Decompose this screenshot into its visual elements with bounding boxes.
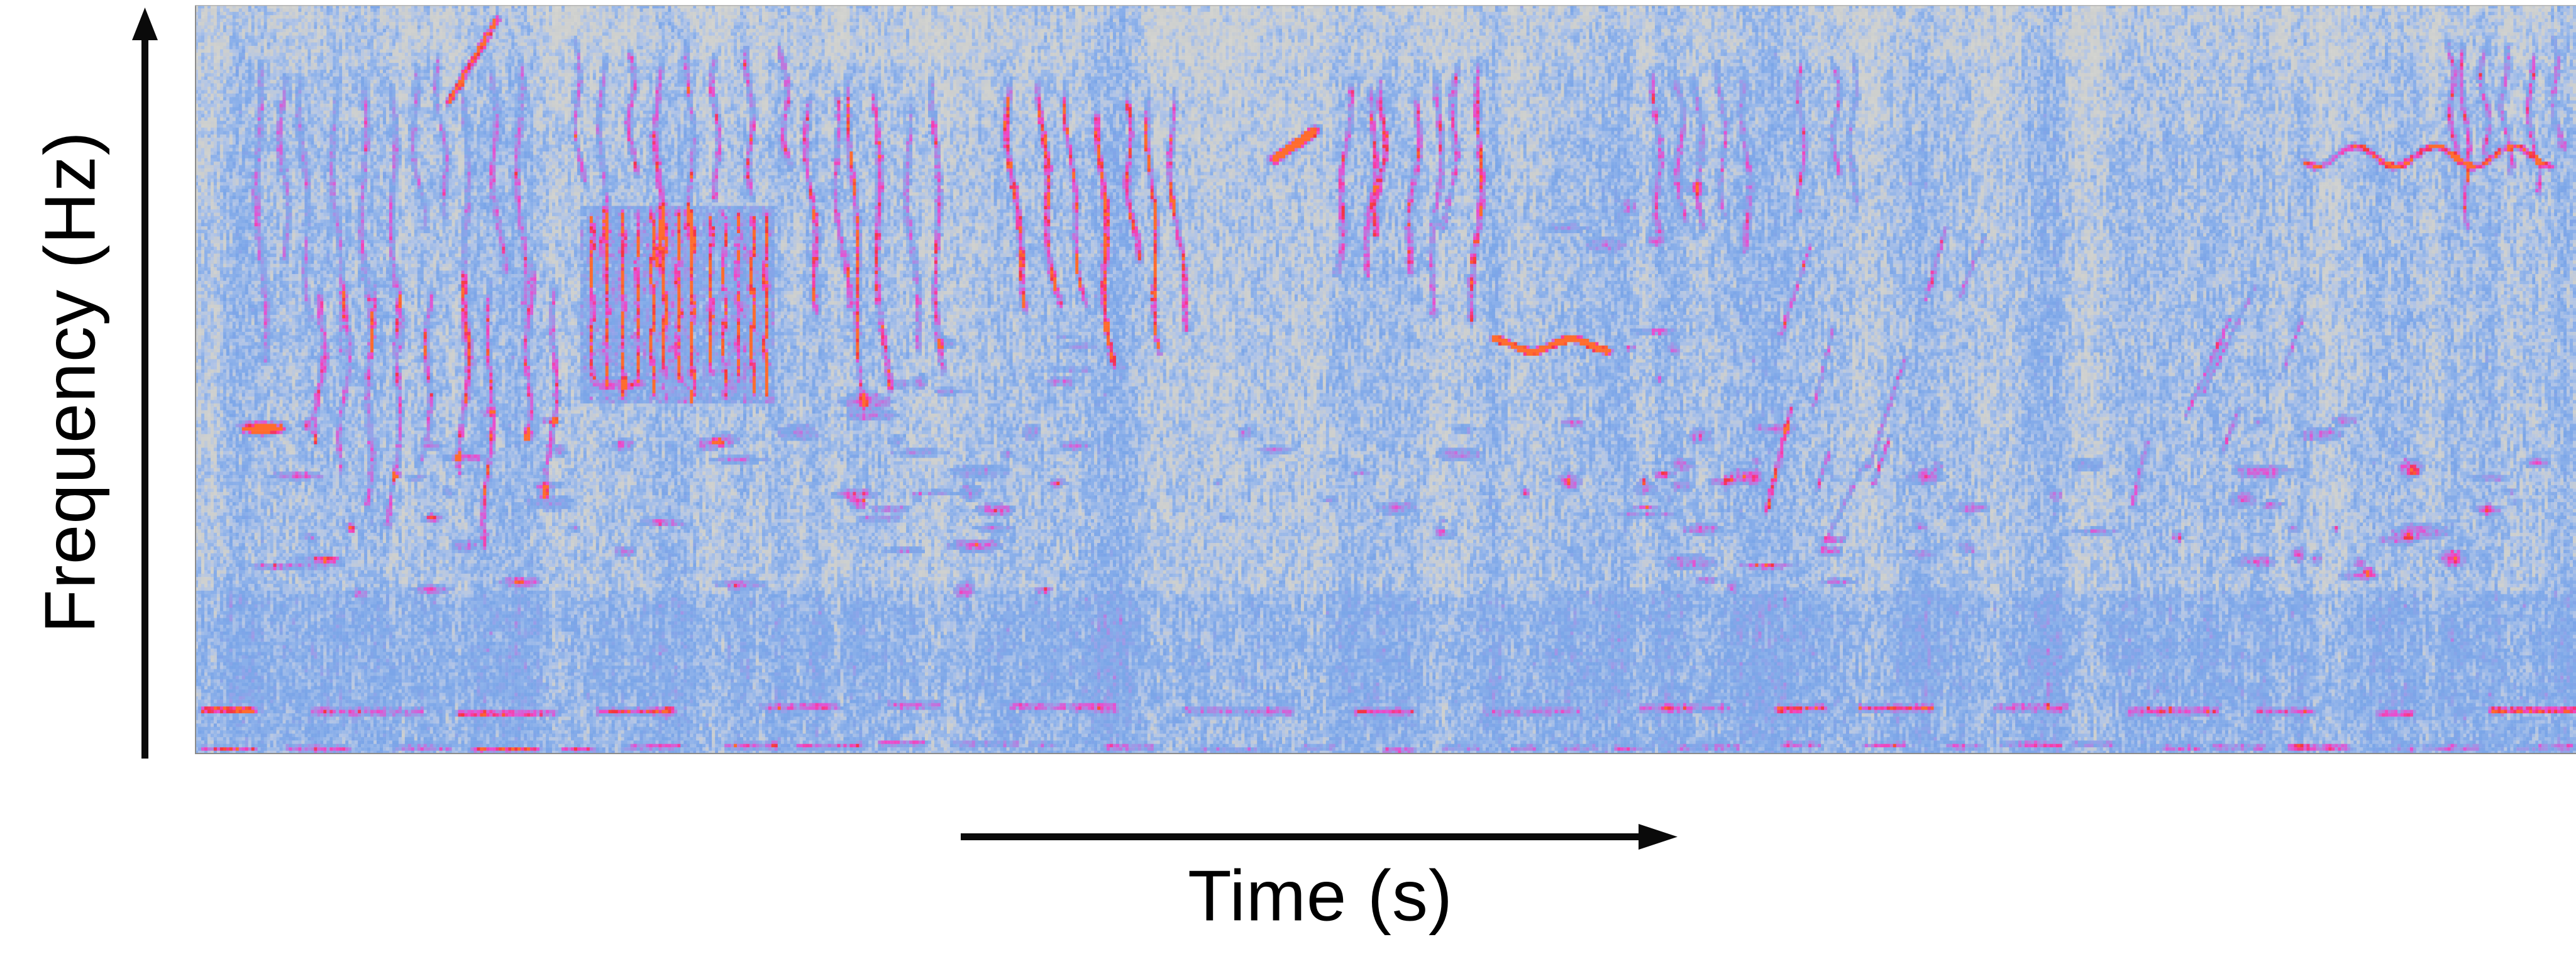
spectrogram-plot [195,5,2576,754]
y-axis-arrow [132,8,158,759]
x-axis-label: Time (s) [1188,856,1453,936]
y-axis-label: Frequency (Hz) [30,131,111,633]
x-axis-arrow [961,824,1678,850]
